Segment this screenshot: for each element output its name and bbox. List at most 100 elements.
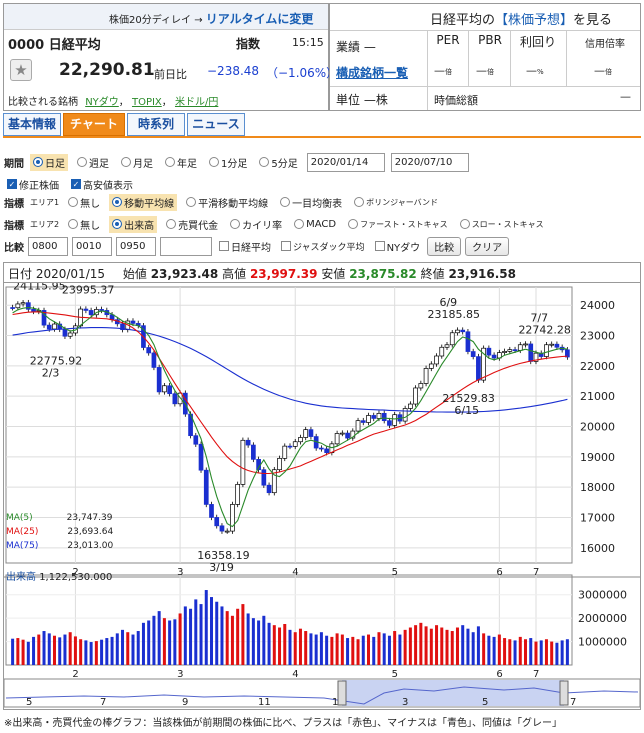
tab-chart[interactable]: チャート	[63, 113, 125, 136]
candle-body	[245, 439, 251, 446]
period-yearly[interactable]: 年足	[162, 154, 200, 171]
compare-link-nydow[interactable]: NYダウ	[85, 97, 119, 108]
delay-note: 株価20分ディレイ → リアルタイムに変更	[109, 12, 314, 26]
volume-bar	[63, 634, 67, 665]
annotation-value: 22742.28	[518, 323, 571, 336]
y-tick-label: 19000	[580, 451, 615, 464]
compare-input-4[interactable]	[160, 236, 212, 256]
period-monthly[interactable]: 月足	[118, 154, 156, 171]
candle-body	[271, 469, 277, 494]
y-tick-label: 16000	[580, 542, 615, 555]
candle-body	[324, 448, 329, 454]
area1-smooth-ma[interactable]: 平滑移動平均線	[183, 194, 271, 211]
candle-body	[449, 332, 455, 346]
x-tick-label-volume: 5	[392, 669, 398, 680]
area1-ichimoku[interactable]: 一目均衡表	[277, 194, 345, 211]
y-tick-label: 23000	[580, 330, 615, 343]
candle-body	[52, 323, 57, 330]
tab-timeseries[interactable]: 時系列	[127, 113, 185, 136]
price-chart[interactable]: 24000 23000 22000 21000 20000 19000 18000 17000…	[4, 283, 640, 709]
metric-per-label: PER	[436, 33, 460, 47]
candle-body	[88, 310, 94, 316]
area2-volume[interactable]: 出来高	[109, 215, 158, 233]
navigator-handle-left	[337, 680, 347, 706]
compare-nydow-checkbox[interactable]: NYダウ	[372, 238, 424, 255]
ohlc-bar: 日付 2020/01/15 始値 23,923.48 高値 23,997.39 …	[4, 263, 640, 283]
volume-bar	[94, 641, 98, 665]
candle-body	[507, 349, 513, 352]
tab-news[interactable]: ニュース	[187, 113, 245, 136]
realtime-link[interactable]: リアルタイムに変更	[205, 12, 314, 26]
period-5min[interactable]: 5分足	[256, 154, 300, 171]
candle-body	[366, 415, 371, 423]
area2-none[interactable]: 無し	[65, 216, 103, 233]
volume-bar	[309, 633, 313, 665]
candle-body	[15, 303, 21, 309]
annotation-date: 2/6	[74, 283, 92, 284]
annotation-date: 2/3	[42, 366, 60, 379]
candle-body	[219, 525, 225, 532]
star-icon[interactable]: ★	[10, 59, 32, 81]
compare-jasdaq-checkbox[interactable]: ジャスダック平均	[278, 239, 368, 254]
date-from-input[interactable]: 2020/01/14	[306, 152, 385, 172]
metric-margin-label: 信用倍率	[585, 39, 625, 50]
navigator-label: 3	[402, 697, 408, 708]
period-daily[interactable]: 日足	[30, 153, 68, 171]
candle-body	[167, 385, 172, 395]
period-1min[interactable]: 1分足	[206, 154, 250, 171]
components-link[interactable]: 構成銘柄一覧	[336, 66, 409, 80]
compare-input-1[interactable]: 0800	[28, 236, 68, 256]
candle-body	[549, 343, 555, 346]
volume-bar	[487, 635, 491, 665]
candle-body	[99, 309, 104, 311]
candle-body	[408, 403, 413, 409]
metric-yield-label: 利回り	[519, 35, 556, 49]
volume-bar	[58, 637, 62, 665]
tab-basic-info[interactable]: 基本情報	[3, 113, 61, 136]
candle-body	[130, 320, 136, 324]
volume-bar	[241, 604, 245, 665]
volume-bar	[199, 604, 203, 665]
area2-turnover[interactable]: 売買代金	[163, 216, 221, 233]
compare-button[interactable]: 比較	[427, 236, 462, 256]
volume-bar	[518, 636, 522, 665]
area2-slow-stoch[interactable]: スロー・ストキャス	[457, 218, 547, 231]
annotation-value: 21529.83	[442, 392, 495, 405]
compare-link-topix[interactable]: TOPIX	[131, 97, 162, 108]
candle-body	[41, 310, 47, 326]
compare-nikkei-checkbox[interactable]: 日経平均	[216, 238, 274, 255]
adjusted-checkbox[interactable]: ✓ 修正株価	[7, 179, 59, 192]
candle-body	[345, 432, 350, 439]
area2-macd[interactable]: MACD	[291, 218, 339, 231]
clear-button[interactable]: クリア	[465, 236, 510, 256]
candle-body	[387, 420, 392, 426]
volume-bar	[220, 606, 224, 665]
compare-controls-row: 比較 0800 0010 0950 日経平均 ジャスダック平均 NYダウ 比較 …	[4, 236, 510, 256]
candle-body	[319, 447, 324, 450]
candle-body	[460, 329, 466, 333]
candle-body	[491, 354, 497, 359]
period-weekly[interactable]: 週足	[74, 154, 112, 171]
volume-bar	[335, 633, 339, 665]
area1-bollinger[interactable]: ボリンジャーバンド	[351, 196, 441, 209]
forecast-link[interactable]: 【株価予想】	[495, 13, 574, 28]
area1-none[interactable]: 無し	[65, 194, 103, 211]
volume-bar	[52, 635, 56, 665]
compare-input-3[interactable]: 0950	[116, 236, 156, 256]
compare-input-2[interactable]: 0010	[72, 236, 112, 256]
compare-link-usdjpy[interactable]: 米ドル/円	[174, 97, 219, 108]
highlow-checkbox[interactable]: ✓ 高安値表示	[71, 179, 133, 192]
area2-fast-stoch[interactable]: ファースト・ストキャス	[345, 218, 451, 231]
x-tick-label-volume: 6	[496, 669, 502, 680]
candle-body	[162, 385, 167, 393]
area1-ma[interactable]: 移動平均線	[109, 193, 178, 211]
candle-body	[339, 432, 345, 435]
volume-bar	[32, 636, 36, 665]
volume-bar	[450, 631, 454, 665]
volume-bar	[225, 611, 229, 665]
volume-bar	[251, 618, 255, 665]
area2-deviation[interactable]: カイリ率	[227, 216, 285, 233]
ma-legend: MA(5) 23,747.39 MA(25) 23,693.64 MA(75) 23,…	[6, 511, 113, 553]
candle-body	[544, 344, 549, 357]
date-to-input[interactable]: 2020/07/10	[390, 152, 469, 172]
